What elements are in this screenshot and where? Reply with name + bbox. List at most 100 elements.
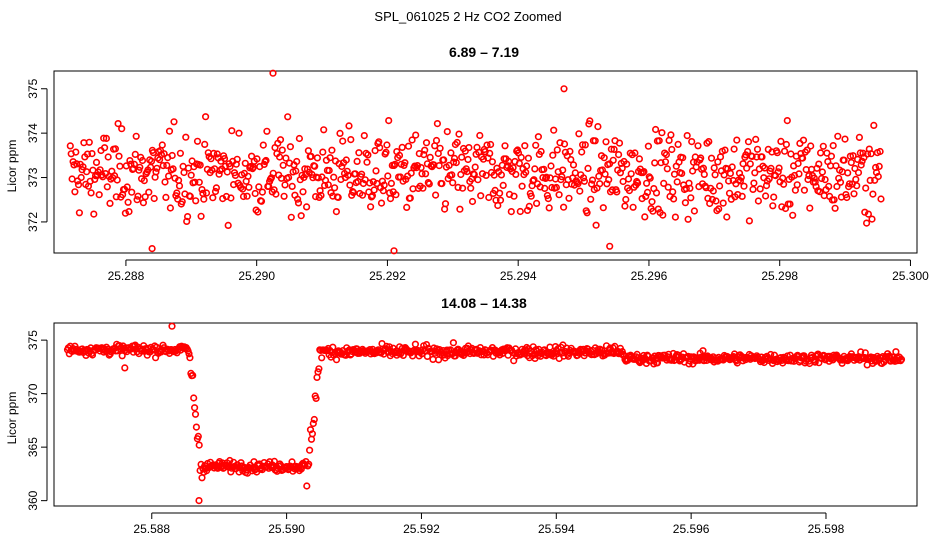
data-point	[178, 198, 186, 206]
data-point	[372, 167, 380, 175]
data-point	[134, 192, 142, 200]
data-point	[312, 394, 320, 403]
data-point	[606, 242, 614, 250]
data-point	[310, 415, 318, 424]
data-point	[145, 188, 153, 196]
data-point	[613, 188, 621, 196]
data-point	[411, 340, 420, 348]
data-point	[251, 189, 259, 198]
data-point	[314, 368, 322, 376]
data-point	[862, 219, 871, 227]
data-point	[596, 180, 604, 188]
data-point	[453, 138, 461, 147]
data-point	[166, 204, 174, 212]
data-point	[737, 173, 745, 182]
data-point	[412, 131, 420, 139]
data-point	[831, 204, 839, 212]
data-point	[657, 159, 665, 167]
data-point	[421, 146, 429, 154]
y-tick-label: 375	[26, 78, 40, 98]
data-point	[765, 175, 773, 183]
data-point	[694, 142, 702, 150]
data-point	[877, 195, 885, 203]
data-point	[586, 117, 594, 125]
data-point	[347, 136, 355, 144]
data-point	[407, 169, 415, 177]
data-point	[169, 165, 177, 173]
data-point	[303, 203, 311, 211]
x-tick-label: 25.588	[133, 522, 170, 536]
data-point	[406, 194, 414, 202]
data-point	[740, 182, 748, 190]
data-point	[782, 140, 791, 149]
data-point	[875, 162, 883, 170]
data-point	[795, 170, 803, 178]
data-point	[600, 154, 608, 162]
data-point	[124, 198, 132, 206]
data-point	[501, 142, 509, 150]
data-point	[449, 339, 458, 347]
data-point	[770, 193, 778, 201]
scatter-panel-1: 6.89 – 7.19 Licor ppm 25.288 25.290 25.292…	[5, 44, 929, 283]
data-point	[477, 192, 485, 200]
data-point	[328, 146, 336, 154]
data-point	[761, 192, 770, 200]
data-point	[306, 446, 314, 454]
data-point	[854, 169, 863, 177]
data-point	[345, 122, 353, 130]
data-point	[163, 161, 171, 169]
data-point	[82, 168, 91, 176]
data-point	[342, 156, 350, 164]
data-point	[370, 186, 378, 194]
data-point	[683, 132, 691, 140]
data-point	[386, 195, 395, 203]
data-point	[272, 190, 280, 198]
data-point	[559, 203, 568, 211]
data-point	[800, 186, 809, 194]
data-point	[876, 147, 884, 156]
data-point	[655, 137, 663, 145]
data-point	[859, 149, 867, 157]
data-point	[654, 205, 662, 213]
data-point	[191, 404, 199, 412]
data-point	[709, 187, 717, 195]
data-point	[543, 191, 552, 200]
data-point	[799, 136, 808, 144]
data-point	[170, 118, 178, 126]
data-point	[426, 153, 434, 161]
data-point	[594, 122, 602, 131]
data-point	[307, 152, 315, 160]
data-point	[860, 154, 868, 162]
data-point	[697, 154, 705, 162]
data-point	[180, 168, 188, 177]
data-point	[215, 170, 223, 178]
data-point	[449, 179, 457, 187]
data-point	[195, 497, 203, 505]
data-point	[258, 188, 267, 196]
data-point	[844, 169, 852, 177]
data-point	[459, 184, 467, 192]
data-point	[384, 172, 392, 180]
data-point	[257, 197, 266, 205]
data-point	[681, 199, 690, 207]
data-point	[269, 69, 277, 77]
data-point	[542, 173, 551, 181]
data-point	[633, 350, 641, 359]
data-point	[525, 202, 533, 210]
data-point	[897, 355, 906, 364]
data-point	[699, 347, 707, 355]
data-point	[754, 197, 763, 205]
data-point	[700, 170, 708, 178]
data-point	[827, 152, 836, 160]
data-point	[774, 168, 782, 176]
data-point	[387, 179, 396, 187]
data-point	[779, 180, 788, 188]
data-point	[531, 165, 539, 173]
panel-2-plot-frame	[53, 322, 918, 507]
data-point	[673, 178, 681, 186]
data-point	[497, 171, 506, 179]
data-point	[658, 129, 666, 137]
data-point	[807, 142, 815, 150]
data-point	[609, 156, 617, 164]
data-point	[263, 127, 271, 135]
